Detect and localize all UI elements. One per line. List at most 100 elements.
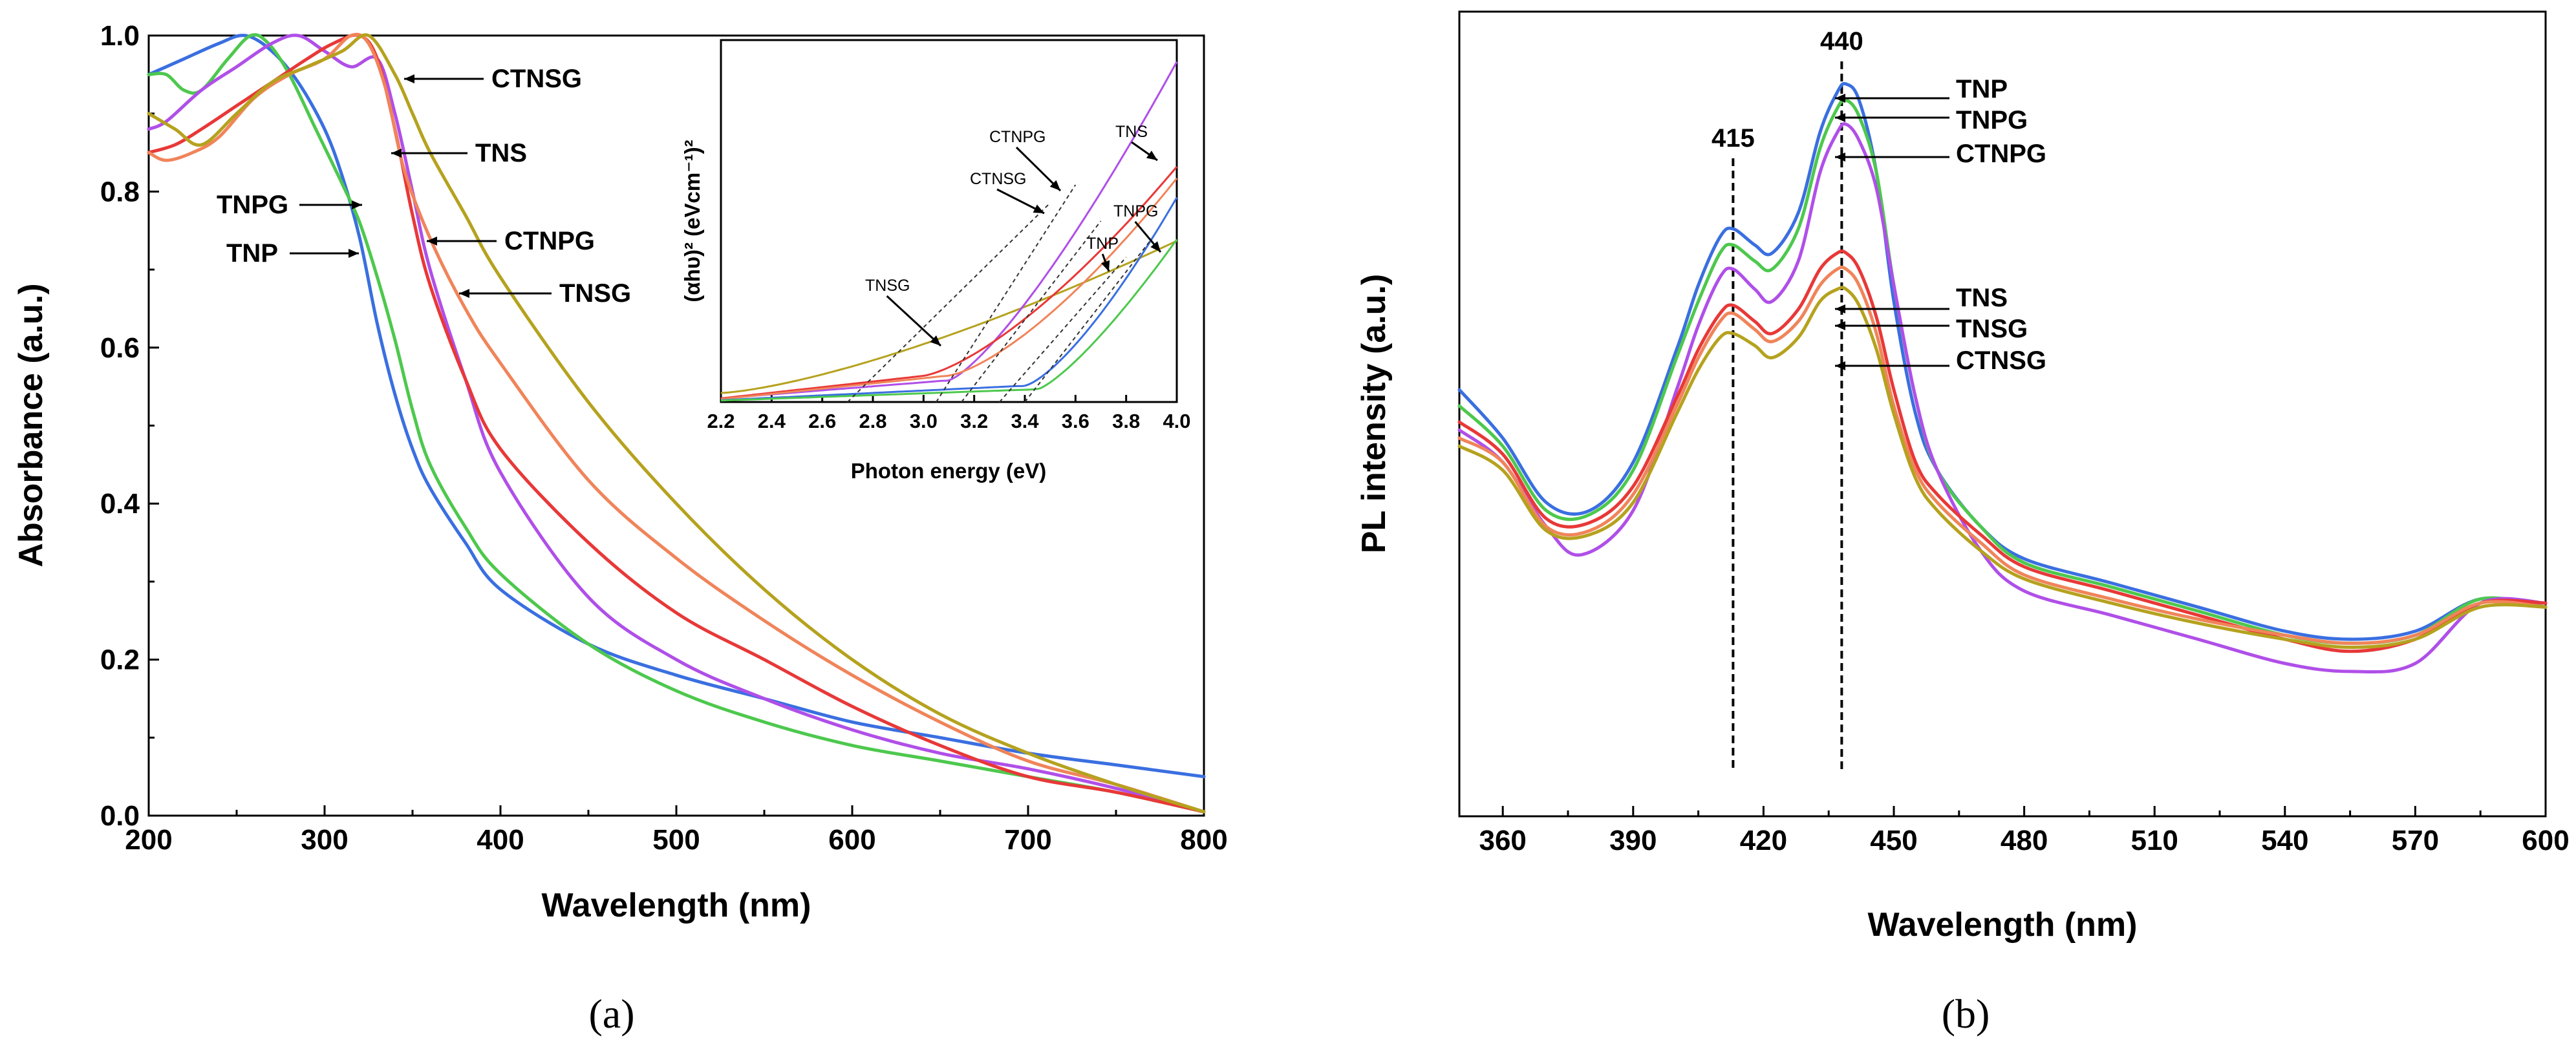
inset-x-tick-label: 3.2 (960, 410, 988, 432)
panel-b-label-tnsg: TNSG (1956, 315, 2028, 343)
inset-annotations: CTNPG CTNSG TNS TNPG TNP TNSG (865, 123, 1162, 347)
panel-b-arrow-tns (1835, 304, 1949, 313)
panel-b-plot-frame (1458, 10, 2547, 818)
inset-ticks: 2.2 2.4 2.6 2.8 3.0 3.2 3.4 3.6 3.8 4.0 (707, 395, 1191, 432)
panel-a-annotations: CTNSG TNS TNPG TNP CTNPG TNSG (217, 65, 631, 308)
inset-background (721, 40, 1177, 428)
inset-x-axis-title: Photon energy (eV) (851, 459, 1047, 483)
inset-series-ctnpg (720, 61, 1178, 399)
panel-b-series-tnpg (1457, 98, 2548, 645)
inset-series-ctnsg (720, 240, 1177, 394)
panel-a-y-tick-label: 0.0 (100, 800, 140, 832)
panel-a-y-tick-label: 1.0 (100, 20, 140, 52)
panel-a-x-tick-label: 800 (1180, 824, 1227, 856)
panel-b-peak-markers: 415 440 (1712, 27, 1863, 769)
inset-series-tns (720, 166, 1178, 399)
panel-a-series-ctnsg (147, 33, 1206, 814)
inset-tangent-line (961, 220, 1102, 403)
panel-a-y-tick-label: 0.4 (100, 488, 140, 520)
inset-arrow-tns (1131, 141, 1158, 162)
panel-b-x-axis-title: Wavelength (nm) (1868, 906, 2138, 944)
inset-label-tnp: TNP (1086, 235, 1119, 253)
panel-a-curves (147, 32, 1206, 814)
panel-a-x-tick-label: 400 (477, 824, 524, 856)
inset-arrow-ctnsg (996, 188, 1045, 215)
panel-b-arrow-tnpg (1835, 113, 1949, 122)
panel-b-label-ctnsg: CTNSG (1956, 346, 2046, 375)
panel-b-x-tick-label: 510 (2131, 825, 2178, 856)
inset-tangent-line (936, 184, 1077, 403)
panel-b-peak-label-440: 440 (1820, 27, 1863, 56)
inset-x-tick-label: 2.2 (707, 410, 735, 432)
panel-a-label-tnpg: TNPG (217, 191, 288, 219)
panel-b-arrow-tnsg (1835, 321, 1949, 330)
panel-b-caption: (b) (1942, 991, 1990, 1037)
panel-a-series-tnpg (147, 33, 1206, 814)
panel-b-series-tnp (1457, 81, 2548, 641)
panel-a-x-tick-label: 700 (1004, 824, 1051, 856)
inset-series-tnp (720, 196, 1178, 401)
inset-series-tnsg (720, 177, 1178, 400)
inset-curves (720, 61, 1178, 403)
panel-a-arrow-tnp (290, 249, 359, 258)
inset-tangent-line (1024, 238, 1152, 403)
panel-a-y-tick-label: 0.2 (100, 644, 140, 676)
panel-a-inset: 2.2 2.4 2.6 2.8 3.0 3.2 3.4 3.6 3.8 4.0 CTNPG CTNS… (680, 39, 1191, 483)
inset-arrow-ctnpg (1015, 146, 1062, 192)
inset-tangent-line (847, 202, 1051, 403)
inset-x-tick-label: 2.4 (758, 410, 786, 432)
panel-a-label-tnsg: TNSG (559, 279, 631, 308)
panel-b-label-tns: TNS (1956, 284, 2008, 312)
inset-arrow-tnpg (1134, 221, 1162, 253)
panel-a-label-tns: TNS (475, 139, 527, 167)
panel-a-y-tick-label: 0.6 (100, 332, 140, 364)
inset-x-tick-label: 3.0 (910, 410, 938, 432)
inset-x-tick-label: 3.4 (1011, 410, 1039, 432)
panel-b-curves (1457, 81, 2548, 674)
panel-a-ticks: 200 300 400 500 600 700 800 0.0 0.2 0.4 0.6 0.8 1.0 (100, 20, 1228, 856)
inset-x-tick-label: 2.8 (859, 410, 886, 432)
panel-b-x-tick-label: 570 (2392, 825, 2439, 856)
panel-a-x-tick-label: 200 (125, 824, 172, 856)
panel-b-annotations: TNP TNPG CTNPG TNS TNSG CTNSG (1835, 75, 2046, 375)
inset-arrow-tnp (1100, 253, 1110, 272)
panel-b-series-ctnsg (1457, 286, 2548, 649)
panel-a-arrow-tnsg (459, 289, 552, 298)
inset-x-tick-label: 3.6 (1062, 410, 1089, 432)
panel-b-y-axis-title: PL intensity (a.u.) (1355, 274, 1393, 553)
panel-b-x-tick-label: 420 (1740, 825, 1787, 856)
panel-a-x-axis-title: Wavelength (nm) (542, 887, 811, 924)
panel-b-x-tick-label: 390 (1609, 825, 1657, 856)
panel-b-x-tick-label: 480 (2001, 825, 2048, 856)
panel-a-y-tick-label: 0.8 (100, 176, 140, 207)
inset-series-tnpg (720, 238, 1178, 402)
panel-b-label-ctnpg: CTNPG (1956, 140, 2046, 168)
panel-b-x-tick-label: 360 (1479, 825, 1526, 856)
inset-arrow-tnsg (886, 295, 942, 347)
panel-b-arrow-tnp (1835, 94, 1949, 103)
panel-a-label-ctnpg: CTNPG (504, 227, 595, 255)
panel-a-x-tick-label: 600 (828, 824, 875, 856)
panel-b-x-tick-label: 540 (2261, 825, 2308, 856)
panel-b-series-ctnpg (1457, 122, 2548, 674)
panel-a-label-tnp: TNP (226, 239, 278, 268)
panel-b-peak-label-415: 415 (1712, 124, 1755, 153)
panel-b-x-tick-label: 600 (2522, 825, 2569, 856)
inset-label-ctnsg: CTNSG (970, 170, 1027, 188)
panel-b-arrow-ctnpg (1835, 153, 1949, 162)
inset-label-tns: TNS (1115, 123, 1148, 141)
panel-a: 200 300 400 500 600 700 8000.00.20.40.60.81.0 … (12, 20, 1228, 1037)
panel-a-x-tick-label: 300 (301, 824, 348, 856)
panel-a-arrow-ctnsg (404, 74, 484, 83)
inset-x-tick-label: 4.0 (1163, 410, 1190, 432)
panel-a-arrow-tnpg (299, 200, 362, 209)
inset-x-tick-label: 2.6 (808, 410, 836, 432)
inset-y-axis-title: (αhυ)² (eVcm⁻¹)² (680, 140, 704, 302)
panel-b-label-tnp: TNP (1956, 75, 2008, 103)
inset-x-tick-label: 3.8 (1112, 410, 1140, 432)
panel-a-arrow-tns (391, 149, 467, 158)
panel-a-caption: (a) (588, 991, 634, 1037)
inset-label-ctnpg: CTNPG (989, 128, 1046, 146)
